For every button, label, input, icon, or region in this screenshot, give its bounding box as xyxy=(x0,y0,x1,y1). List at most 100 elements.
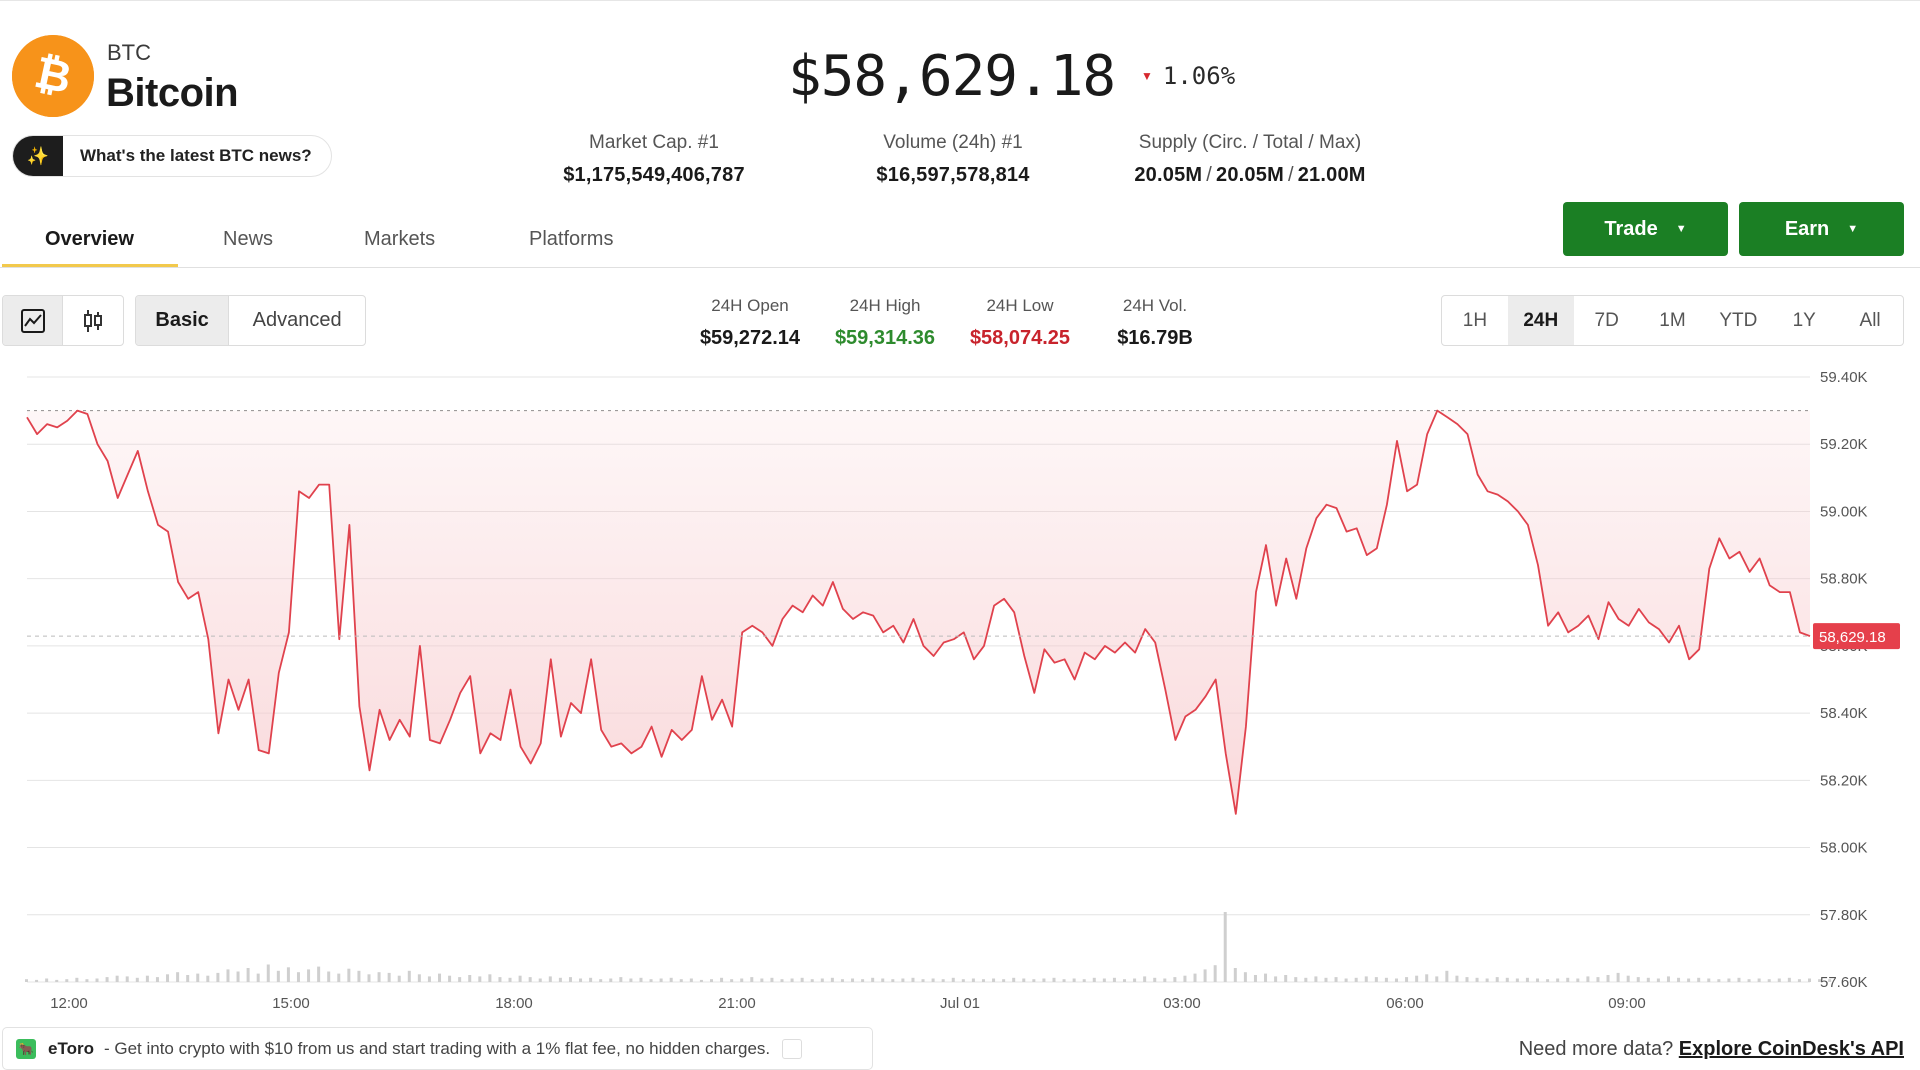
volume-bar xyxy=(35,979,39,982)
volume-bar xyxy=(1123,979,1127,982)
market-cap-value: $1,175,549,406,787 xyxy=(563,164,745,186)
volume-bar xyxy=(317,966,321,982)
supply-value: 20.05M/20.05M/21.00M xyxy=(1134,164,1366,186)
api-prefix: Need more data? xyxy=(1518,1038,1674,1060)
volume-bar xyxy=(468,975,472,982)
volume-bar xyxy=(296,972,300,982)
basic-view-button[interactable]: Basic xyxy=(136,296,230,345)
volume-bar xyxy=(649,979,653,982)
volume-bar xyxy=(1344,978,1348,982)
range-24h-button[interactable]: 24H xyxy=(1507,296,1574,345)
x-tick-label: 18:00 xyxy=(495,995,533,1012)
volume-bar xyxy=(740,978,744,982)
volume-bar xyxy=(1525,977,1529,982)
range-all-button[interactable]: All xyxy=(1859,309,1881,331)
latest-news-button[interactable]: ✨ What's the latest BTC news? xyxy=(12,135,332,177)
range-1h-button[interactable]: 1H xyxy=(1462,309,1488,331)
volume-bar xyxy=(226,969,230,982)
tab-overview[interactable]: Overview xyxy=(45,228,134,250)
volume-bar xyxy=(25,979,28,982)
volume-bar xyxy=(478,976,482,982)
volume-bar xyxy=(145,975,149,982)
volume-bar xyxy=(770,977,774,982)
range-1m-button[interactable]: 1M xyxy=(1659,309,1686,331)
volume-bar xyxy=(407,970,411,982)
chevron-down-icon: ▼ xyxy=(1847,223,1859,235)
volume-bar xyxy=(1405,977,1409,982)
volume-bar xyxy=(85,979,89,982)
bitcoin-glyph-icon: ₿ xyxy=(12,35,94,117)
volume-bar xyxy=(1445,970,1449,982)
volume-bar xyxy=(830,977,834,982)
volume-bar xyxy=(1697,977,1701,982)
etoro-logo-icon: 🐂 xyxy=(16,1038,36,1059)
volume-24h-stat: 24H Vol. $16.79B xyxy=(1090,296,1220,350)
volume-bar xyxy=(1223,912,1227,982)
volume-bar xyxy=(1808,978,1811,982)
circulating-supply: 20.05M xyxy=(1134,164,1203,186)
tab-markets[interactable]: Markets xyxy=(364,228,436,250)
volume-bar xyxy=(1364,976,1368,982)
volume-bar xyxy=(1243,972,1247,982)
volume-bar xyxy=(1576,978,1580,982)
volume-bar xyxy=(548,976,552,982)
volume-bar xyxy=(417,974,421,982)
ad-text: - Get into crypto with $10 from us and s… xyxy=(103,1038,771,1058)
volume-bar xyxy=(891,979,895,982)
etoro-ad-banner[interactable]: 🐂 eToro - Get into crypto with $10 from … xyxy=(2,1027,873,1070)
advanced-view-button[interactable]: Advanced xyxy=(252,309,342,331)
volume-bar xyxy=(448,975,452,982)
candlestick-icon[interactable] xyxy=(63,296,123,345)
volume-bar xyxy=(1072,978,1076,982)
volume-bar xyxy=(931,978,935,982)
range-ytd-button[interactable]: YTD xyxy=(1719,309,1758,331)
volume-bar xyxy=(498,977,502,982)
volume-bar xyxy=(105,977,109,982)
range-1y-button[interactable]: 1Y xyxy=(1792,309,1816,331)
volume-bar xyxy=(367,974,371,982)
volume-bar xyxy=(992,978,996,982)
bitcoin-logo-icon: ₿ xyxy=(12,35,94,117)
volume-bar xyxy=(1515,978,1519,982)
volume-bar xyxy=(1465,977,1469,982)
y-tick-label: 58.00K xyxy=(1820,840,1868,857)
volume-bar xyxy=(730,979,734,982)
x-tick-label: Jul 01 xyxy=(940,995,980,1012)
tab-platforms[interactable]: Platforms xyxy=(529,228,614,250)
volume-bar xyxy=(1062,979,1066,982)
volume-bar xyxy=(538,978,542,982)
volume-bar xyxy=(206,975,210,982)
y-tick-label: 59.40K xyxy=(1820,369,1868,386)
supply-stat: Supply (Circ. / Total / Max) 20.05M/20.0… xyxy=(1110,132,1390,187)
volume-bar xyxy=(820,978,824,982)
open-label: 24H Open xyxy=(711,296,789,315)
low-label: 24H Low xyxy=(986,296,1054,315)
volume-bar xyxy=(1384,977,1388,982)
volume-bar xyxy=(45,978,49,982)
ad-choices-icon[interactable] xyxy=(782,1038,803,1059)
volume-bar xyxy=(961,979,965,982)
range-7d-button[interactable]: 7D xyxy=(1594,309,1619,331)
tab-news[interactable]: News xyxy=(223,228,274,250)
volume-bar xyxy=(1012,977,1016,982)
x-tick-label: 15:00 xyxy=(272,995,310,1012)
volume-bar xyxy=(1082,979,1086,982)
x-tick-label: 06:00 xyxy=(1386,995,1424,1012)
volume-bar xyxy=(438,973,442,982)
volume-bar xyxy=(750,977,754,982)
coin-symbol: BTC xyxy=(107,40,151,65)
volume-bar xyxy=(65,979,69,982)
volume-bar xyxy=(327,971,331,982)
earn-button[interactable]: Earn ▼ xyxy=(1739,202,1904,256)
volume-bar xyxy=(1264,973,1268,982)
volume-bar xyxy=(1133,978,1137,982)
trade-button[interactable]: Trade ▼ xyxy=(1563,202,1728,256)
volume-bar xyxy=(1757,978,1761,982)
volume-24h-value: $16.79B xyxy=(1117,327,1193,349)
explore-api-link[interactable]: Explore CoinDesk's API xyxy=(1678,1038,1904,1060)
volume-bar xyxy=(619,977,623,982)
volume-bar xyxy=(609,978,613,982)
candlestick-glyph xyxy=(84,309,102,332)
price-chart[interactable]: 59.40K59.20K59.00K58.80K58.60K58.40K58.2… xyxy=(0,360,1920,1015)
line-chart-icon[interactable] xyxy=(3,296,64,345)
